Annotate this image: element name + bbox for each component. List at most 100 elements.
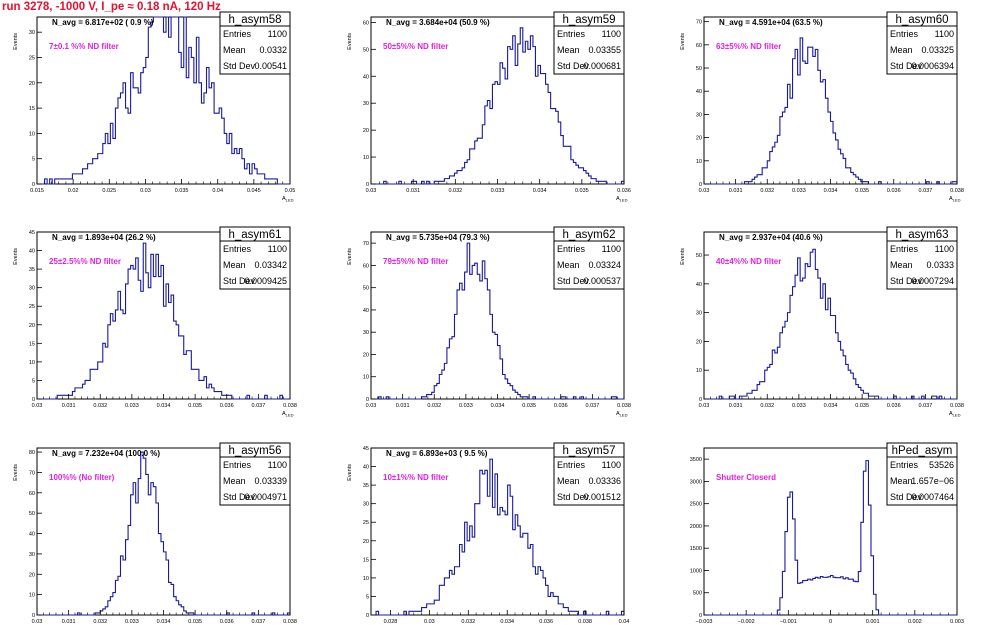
stats-value: 0.0007464 <box>911 492 954 502</box>
navg-label: N_avg = 6.893e+03 ( 9.5 %) <box>386 449 488 458</box>
y-axis-label: Events <box>13 248 19 265</box>
stats-value: 0.03324 <box>588 260 621 270</box>
histogram-panel-h_asym57: 0.028 0.03 0.032 0.034 0.036 0.038 0.04 0 5 10 15 2… <box>347 442 629 625</box>
x-tick-label: 0.033 <box>125 403 139 409</box>
y-tick-label: 50 <box>363 47 369 53</box>
x-tick-label: 0.031 <box>62 619 76 625</box>
x-tick-label: 0.033 <box>792 188 806 194</box>
stats-value: 1100 <box>935 29 954 39</box>
x-tick-label: 0.031 <box>729 403 743 409</box>
filter-annotation: 40±4%% ND filter <box>716 257 781 266</box>
stats-value: 53526 <box>929 460 954 470</box>
x-axis-label: ALED <box>282 411 294 418</box>
histogram-title: h_asym57 <box>562 445 615 457</box>
y-tick-label: 0 <box>699 613 702 619</box>
y-tick-label: 20 <box>29 81 35 87</box>
navg-label: N_avg = 7.232e+04 (100.0 %) <box>52 449 160 458</box>
y-tick-label: 60 <box>29 491 35 497</box>
navg-label: N_avg = 3.684e+04 (50.9 %) <box>386 18 490 27</box>
x-tick-label: 0.036 <box>887 188 901 194</box>
y-tick-label: 10 <box>696 368 702 374</box>
stats-label: Std Dev <box>223 61 256 71</box>
y-tick-label: 20 <box>363 539 369 545</box>
histogram-bar <box>704 248 957 400</box>
y-tick-label: 45 <box>29 230 35 236</box>
y-tick-label: 80 <box>29 450 35 456</box>
x-tick-label: 0.03 <box>32 619 43 625</box>
y-tick-label: 5 <box>366 594 369 600</box>
y-tick-label: 30 <box>696 112 702 118</box>
x-tick-label: −0.003 <box>696 619 713 625</box>
x-tick-label: 0.03 <box>424 619 435 625</box>
stats-value: 0.0009425 <box>244 276 287 286</box>
y-tick-label: 3500 <box>690 457 702 463</box>
y-tick-label: 25 <box>29 55 35 61</box>
y-tick-label: 3000 <box>690 479 702 485</box>
histogram-bins <box>704 460 957 616</box>
stats-label: Std Dev <box>223 492 256 502</box>
stats-value: 1100 <box>602 244 621 254</box>
stats-box <box>219 442 291 506</box>
stats-label: Entries <box>557 29 586 39</box>
histogram-panel-h_asym60: 0.03 0.031 0.032 0.033 0.034 0.035 0.036 0.037 0… <box>680 11 964 203</box>
page-title: run 3278, -1000 V, I_pe ≈ 0.18 nA, 120 H… <box>2 1 221 13</box>
y-tick-label: 45 <box>363 446 369 452</box>
stats-label: Entries <box>557 460 586 470</box>
filter-annotation: 50±5%% ND filter <box>383 42 448 51</box>
y-axis-label: Events <box>347 33 353 50</box>
x-tick-label: 0.003 <box>950 619 964 625</box>
x-tick-label: 0.038 <box>950 188 964 194</box>
x-axis-label: ALED <box>949 411 961 418</box>
y-tick-label: 1500 <box>690 546 702 552</box>
histogram-panel-h_asym62: 0.03 0.031 0.032 0.033 0.034 0.035 0.036 0.037 0… <box>347 226 631 418</box>
y-tick-label: 20 <box>363 352 369 358</box>
x-tick-label: 0.035 <box>522 403 536 409</box>
stats-label: Std Dev <box>223 276 256 286</box>
y-tick-label: 70 <box>363 241 369 247</box>
y-tick-label: 5 <box>32 378 35 384</box>
navg-label: N_avg = 1.893e+04 (26.2 %) <box>52 233 156 242</box>
navg-label: N_avg = 4.591e+04 (63.5 %) <box>719 18 823 27</box>
histogram-panel-h_asym58: 0.015 0.02 0.025 0.03 0.035 0.04 0.045 0.05 0 5 10… <box>13 11 295 203</box>
stats-label: Std Dev <box>890 276 923 286</box>
y-tick-label: 10 <box>29 131 35 137</box>
y-tick-label: 1000 <box>690 568 702 574</box>
x-tick-label: 0.036 <box>554 403 568 409</box>
y-tick-label: 20 <box>29 572 35 578</box>
y-tick-label: 30 <box>363 330 369 336</box>
x-axis-label: ALED <box>616 196 628 203</box>
stats-value: 1100 <box>268 29 287 39</box>
navg-label: N_avg = 5.735e+04 (79.3 %) <box>386 233 490 242</box>
histogram-title: h_asym62 <box>562 229 615 241</box>
x-tick-label: 0.038 <box>617 403 631 409</box>
navg-label: N_avg = 2.937e+04 (40.6 %) <box>719 233 823 242</box>
stats-label: Entries <box>890 244 919 254</box>
stats-value: 0.03336 <box>588 476 621 486</box>
y-tick-label: 40 <box>696 282 702 288</box>
y-axis-label: Events <box>13 464 19 481</box>
y-tick-label: 50 <box>363 286 369 292</box>
x-tick-label: 0.033 <box>125 619 139 625</box>
y-tick-label: 10 <box>363 375 369 381</box>
stats-box <box>553 442 625 506</box>
y-tick-label: 60 <box>696 43 702 49</box>
histogram-panel-h_asym63: 0.03 0.031 0.032 0.033 0.034 0.035 0.036 0.037 0… <box>680 226 964 418</box>
stats-value: 0.0332 <box>259 45 287 55</box>
histogram-title: h_asym63 <box>895 229 948 241</box>
stats-value: 0.0007294 <box>911 276 954 286</box>
x-tick-label: 0.035 <box>188 403 202 409</box>
x-tick-label: 0.02 <box>68 188 79 194</box>
stats-label: Mean <box>557 45 580 55</box>
x-tick-label: 0.03 <box>32 403 43 409</box>
y-tick-label: 2000 <box>690 524 702 530</box>
y-axis-label: Events <box>680 33 686 50</box>
filter-annotation: 100%% (No filter) <box>49 473 115 482</box>
histogram-title: h_asym61 <box>228 229 281 241</box>
y-tick-label: 10 <box>363 155 369 161</box>
x-tick-label: 0 <box>829 619 832 625</box>
x-tick-label: 0.04 <box>212 188 223 194</box>
y-tick-label: 2500 <box>690 502 702 508</box>
y-tick-label: 70 <box>696 20 702 26</box>
y-tick-label: 35 <box>363 483 369 489</box>
stats-box <box>219 226 291 290</box>
